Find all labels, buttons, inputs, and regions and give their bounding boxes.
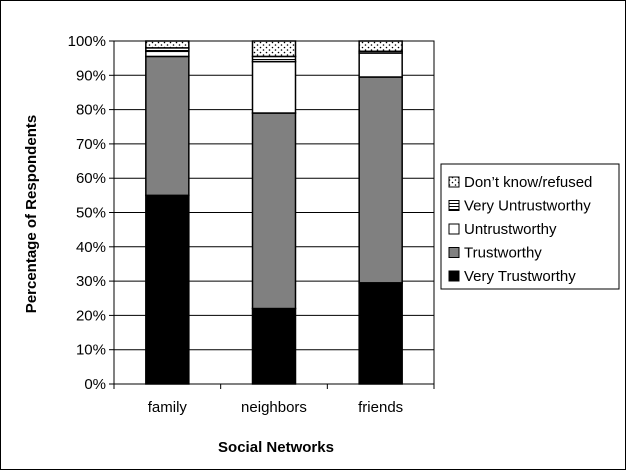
- y-tick-label: 90%: [76, 67, 106, 84]
- bar-segment: [358, 76, 403, 284]
- bar-segment: [251, 40, 297, 58]
- legend-swatch: [448, 200, 460, 211]
- y-tick-label: 70%: [76, 136, 106, 153]
- x-tick-label: family: [148, 399, 188, 416]
- tick-labels: 0% 10% 20% 30% 40% 50% 60% 70% 80% 90% 100% family n…: [68, 33, 435, 416]
- legend-label: Very Trustworthy: [464, 268, 576, 285]
- bars: [145, 40, 403, 385]
- legend-label: Very Untrustworthy: [464, 198, 591, 215]
- bar-segment: [145, 55, 190, 197]
- y-tick-label: 10%: [76, 342, 106, 359]
- legend: Don’t know/refused Very Untrustworthy Untr…: [440, 163, 620, 290]
- y-tick-label: 50%: [76, 205, 106, 222]
- bar-segment: [358, 282, 403, 385]
- legend-label: Don’t know/refused: [464, 174, 592, 191]
- bar-segment: [251, 112, 297, 310]
- legend-swatch: [448, 270, 460, 282]
- y-tick-label: 60%: [76, 170, 106, 187]
- y-tick-label: 100%: [68, 33, 106, 50]
- y-tick-label: 20%: [76, 307, 106, 324]
- bar-segment: [145, 40, 190, 49]
- x-axis-title: Social Networks: [218, 439, 334, 456]
- y-tick-label: 30%: [76, 273, 106, 290]
- legend-box: [440, 163, 620, 290]
- legend-label: Trustworthy: [464, 245, 542, 262]
- y-axis-title: Percentage of Respondents: [23, 115, 40, 313]
- bar-segment: [251, 307, 297, 385]
- legend-swatch: [448, 223, 460, 235]
- legend-swatch: [448, 176, 460, 188]
- x-tick-label: friends: [358, 399, 403, 416]
- legend-swatch: [448, 247, 460, 258]
- bar-segment: [251, 60, 297, 114]
- bar-segment: [358, 40, 403, 53]
- bar-segment: [251, 55, 297, 63]
- y-tick-label: 80%: [76, 102, 106, 119]
- y-tick-label: 0%: [84, 376, 106, 393]
- bar-segment: [145, 50, 190, 58]
- x-tick-label: neighbors: [241, 399, 307, 416]
- bar-segment: [358, 52, 403, 78]
- y-tick-label: 40%: [76, 239, 106, 256]
- legend-label: Untrustworthy: [464, 221, 557, 238]
- bar-segment: [145, 194, 190, 385]
